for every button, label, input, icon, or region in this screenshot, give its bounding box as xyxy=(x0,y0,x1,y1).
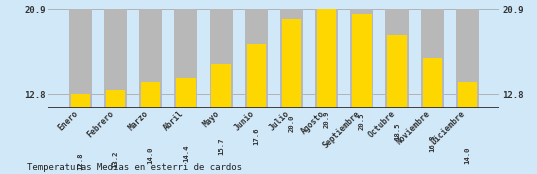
Text: 12.8: 12.8 xyxy=(77,153,83,170)
Text: Temperaturas Medias en esterri de cardos: Temperaturas Medias en esterri de cardos xyxy=(27,163,242,172)
Bar xyxy=(212,64,231,174)
Bar xyxy=(458,82,477,174)
Bar xyxy=(175,9,198,174)
Bar xyxy=(352,14,372,174)
Bar xyxy=(386,9,409,174)
Bar xyxy=(139,9,162,174)
Bar xyxy=(209,9,233,174)
Text: 14.0: 14.0 xyxy=(465,146,470,164)
Bar xyxy=(141,82,161,174)
Bar xyxy=(71,94,90,174)
Bar xyxy=(315,9,338,174)
Bar xyxy=(456,9,479,174)
Text: 20.9: 20.9 xyxy=(324,110,330,128)
Bar xyxy=(104,9,127,174)
Bar xyxy=(246,44,266,174)
Text: 16.3: 16.3 xyxy=(429,134,435,152)
Bar xyxy=(423,58,442,174)
Bar xyxy=(106,90,125,174)
Text: 14.4: 14.4 xyxy=(183,144,189,162)
Text: 15.7: 15.7 xyxy=(218,137,224,155)
Text: 13.2: 13.2 xyxy=(113,151,119,168)
Bar xyxy=(387,35,407,174)
Text: 18.5: 18.5 xyxy=(394,123,400,140)
Bar xyxy=(317,9,336,174)
Bar xyxy=(350,9,373,174)
Bar xyxy=(245,9,268,174)
Bar xyxy=(282,19,301,174)
Text: 17.6: 17.6 xyxy=(253,127,259,145)
Bar xyxy=(420,9,444,174)
Text: 20.0: 20.0 xyxy=(288,115,294,132)
Bar xyxy=(69,9,92,174)
Bar xyxy=(280,9,303,174)
Bar xyxy=(176,77,195,174)
Text: 20.5: 20.5 xyxy=(359,112,365,130)
Text: 14.0: 14.0 xyxy=(148,146,154,164)
